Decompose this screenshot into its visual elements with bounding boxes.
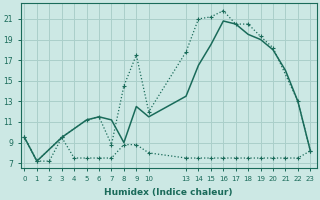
X-axis label: Humidex (Indice chaleur): Humidex (Indice chaleur) (104, 188, 233, 197)
